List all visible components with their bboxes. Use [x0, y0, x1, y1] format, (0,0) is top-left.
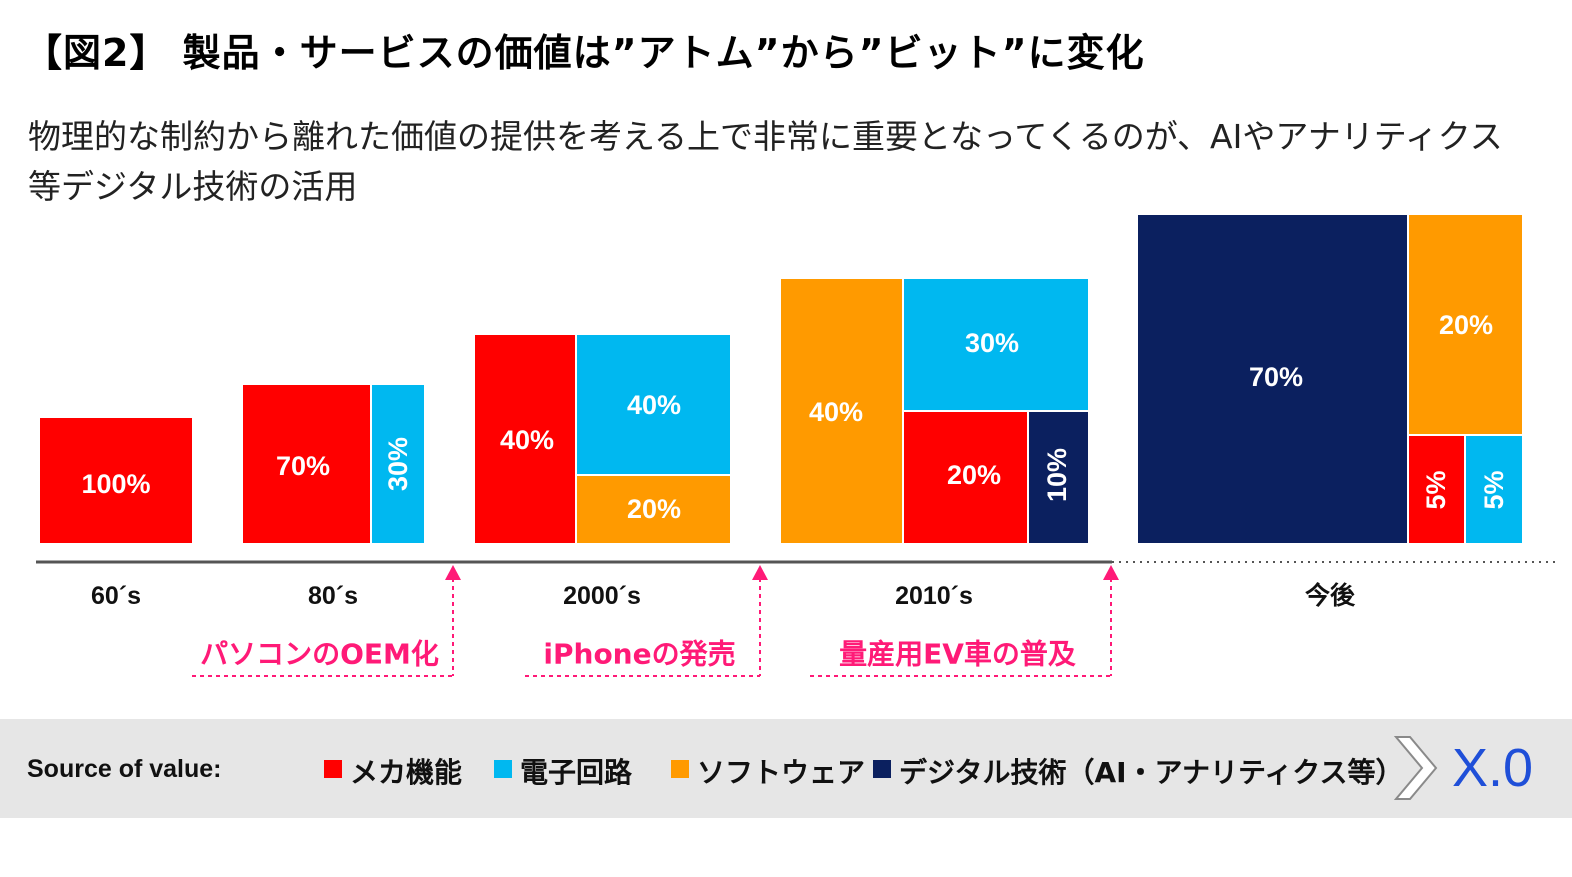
bar-2-0-mecha [473, 333, 577, 545]
bar-1-0-mecha [241, 383, 372, 545]
legend-item-electronic: 電子回路 [520, 756, 633, 789]
data-label-3-2: 20% [947, 460, 1001, 490]
legend-bar: Source of value: メカ機能 電子回路 ソフトウェア デジタル技術… [0, 719, 1572, 818]
event-label-2: 量産用EV車の普及 [839, 638, 1076, 671]
data-label-2-0: 40% [500, 425, 554, 455]
bar-2-2-software [575, 474, 732, 545]
x-tick-label-1: 80´s [308, 582, 358, 610]
data-label-2-2: 20% [627, 494, 681, 524]
legend-item-software: ソフトウェア [697, 756, 866, 789]
bar-4-2-mecha [1407, 434, 1466, 545]
event-label-0: パソコンのOEM化 [200, 638, 439, 671]
bar-3-2-mecha [902, 410, 1029, 545]
bar-3-0-software [779, 277, 904, 545]
data-label-0-0: 100% [81, 469, 150, 499]
bar-0-0-mecha [38, 416, 194, 545]
event-arrow-head-2 [1103, 565, 1119, 580]
data-label-1-1: 30% [383, 437, 413, 491]
legend-item-digital: デジタル技術（AI・アナリティクス等） [899, 756, 1404, 789]
x-tick-label-0: 60´s [91, 582, 141, 610]
x-tick-label-2: 2000´s [563, 582, 641, 610]
page-subtitle: 物理的な制約から離れた価値の提供を考える上で非常に重要となってくるのが、AIやア… [28, 117, 1503, 206]
bar-3-3-digital [1027, 410, 1090, 545]
data-label-3-1: 30% [965, 328, 1019, 358]
x-point-o-label: X.0 [1452, 738, 1534, 798]
bar-4-0-digital [1136, 213, 1409, 545]
x-tick-label-4: 今後 [1305, 581, 1356, 610]
data-label-4-1: 20% [1439, 310, 1493, 340]
x-tick-label-3: 2010´s [895, 582, 973, 610]
chevron-right-icon [1393, 736, 1438, 800]
event-arrow-head-0 [445, 565, 461, 580]
data-label-2-1: 40% [627, 390, 681, 420]
bar-1-1-electronic [370, 383, 426, 545]
data-label-3-3: 10% [1042, 448, 1072, 502]
value-treemap-chart: 100% 70% 30% 40% 40% 20% 40% 30% 20% 10% 70% 20% 5% 5… [36, 213, 1560, 677]
data-label-4-0: 70% [1249, 362, 1303, 392]
bar-3-1-electronic [902, 277, 1090, 412]
data-label-4-2: 5% [1421, 470, 1451, 509]
legend-label: Source of value: [27, 755, 222, 783]
data-label-1-0: 70% [276, 451, 330, 481]
page-title: 【図2】 製品・サービスの価値は”アトム”から”ビット”に変化 [24, 31, 1145, 75]
legend-swatch-software [671, 760, 689, 778]
legend-item-mecha: メカ機能 [350, 756, 463, 789]
event-label-1: iPhoneの発売 [543, 638, 735, 671]
data-label-4-3: 5% [1479, 470, 1509, 509]
data-label-3-0: 40% [809, 397, 863, 427]
bar-4-3-electronic [1464, 434, 1524, 545]
legend-swatch-mecha [324, 760, 342, 778]
legend-swatch-digital [873, 760, 891, 778]
bar-4-1-software [1407, 213, 1524, 436]
event-arrow-head-1 [752, 565, 768, 580]
legend-swatch-electronic [494, 760, 512, 778]
